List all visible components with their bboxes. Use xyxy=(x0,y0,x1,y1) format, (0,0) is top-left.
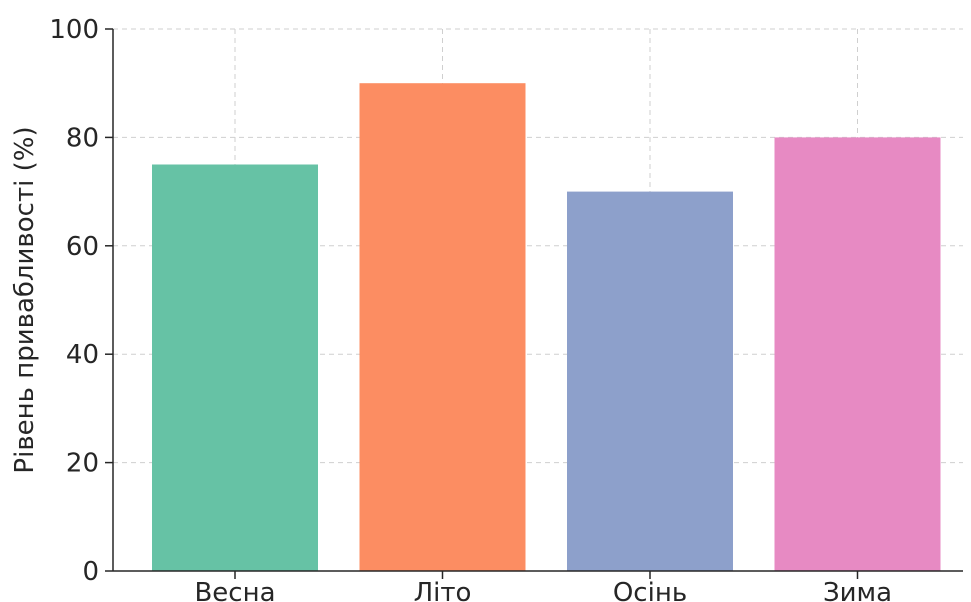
y-tick-label: 80 xyxy=(66,123,99,153)
y-axis-title: Рівень привабливості (%) xyxy=(10,126,40,473)
x-tick-label: Осінь xyxy=(613,578,687,602)
bar-3 xyxy=(567,191,733,571)
y-tick-label: 40 xyxy=(66,340,99,370)
bar-1 xyxy=(152,164,318,571)
y-tick-label: 0 xyxy=(82,557,99,587)
y-tick-label: 100 xyxy=(49,15,99,45)
bar-4 xyxy=(774,137,941,571)
x-tick-label: Весна xyxy=(194,578,275,602)
y-tick-label: 20 xyxy=(66,449,99,479)
bar-2 xyxy=(359,83,526,571)
x-tick-label: Зима xyxy=(823,578,892,602)
y-tick-label: 60 xyxy=(66,232,99,262)
bars xyxy=(152,83,941,571)
axes: 0 20 40 60 80 100 Весна Літо Осінь Зима xyxy=(49,15,963,602)
x-tick-label: Літо xyxy=(414,578,472,602)
